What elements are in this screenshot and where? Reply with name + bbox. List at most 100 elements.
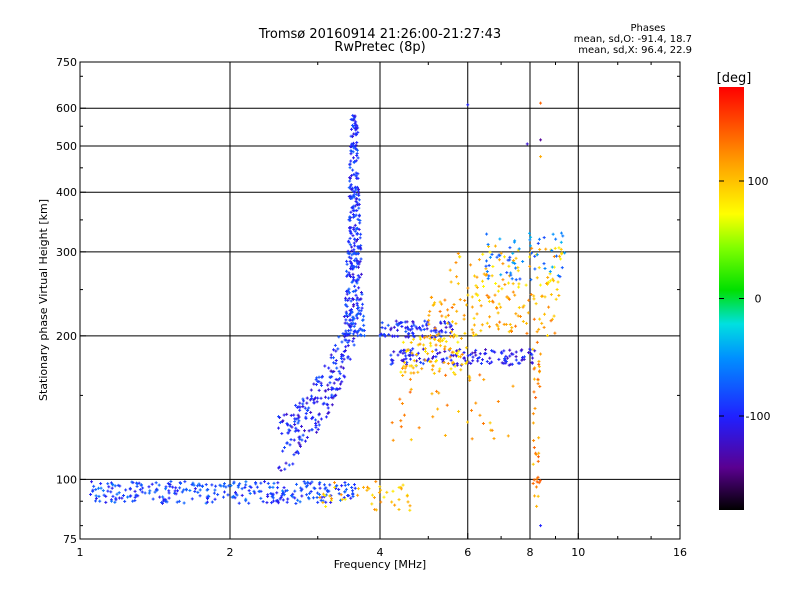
data-point bbox=[331, 375, 333, 379]
data-point bbox=[453, 371, 455, 375]
data-point bbox=[558, 293, 560, 297]
data-point bbox=[356, 209, 358, 213]
data-point bbox=[367, 485, 369, 489]
data-point bbox=[357, 487, 359, 491]
data-point bbox=[357, 330, 359, 334]
data-point bbox=[117, 483, 119, 487]
data-point bbox=[506, 295, 508, 299]
data-point bbox=[531, 361, 533, 365]
colorbar-tick-label: -100 bbox=[746, 410, 771, 423]
data-point bbox=[105, 494, 107, 498]
data-point bbox=[300, 486, 302, 490]
data-point bbox=[478, 356, 480, 360]
data-point bbox=[433, 371, 435, 375]
data-point bbox=[348, 329, 350, 333]
data-point bbox=[410, 353, 412, 357]
data-point bbox=[397, 353, 399, 357]
data-point bbox=[329, 375, 331, 379]
data-point bbox=[432, 355, 434, 359]
data-point bbox=[518, 285, 520, 289]
data-point bbox=[405, 354, 407, 358]
data-point bbox=[347, 298, 349, 302]
data-point bbox=[347, 249, 349, 253]
data-point bbox=[475, 292, 477, 296]
data-point bbox=[371, 502, 373, 506]
data-point bbox=[302, 397, 304, 401]
data-point bbox=[299, 437, 301, 441]
data-point bbox=[497, 289, 499, 293]
data-point bbox=[405, 330, 407, 334]
data-point bbox=[404, 351, 406, 355]
data-point bbox=[410, 387, 412, 391]
y-tick-label: 400 bbox=[56, 186, 77, 199]
data-point bbox=[311, 428, 313, 432]
data-point bbox=[485, 273, 487, 277]
data-point bbox=[236, 493, 238, 497]
data-point bbox=[403, 413, 405, 417]
data-point bbox=[505, 361, 507, 365]
data-point bbox=[420, 328, 422, 332]
data-point bbox=[413, 335, 415, 339]
data-point bbox=[399, 397, 401, 401]
data-point bbox=[107, 489, 109, 493]
data-point bbox=[401, 358, 403, 362]
data-point bbox=[358, 260, 360, 264]
data-point bbox=[95, 496, 97, 500]
data-point bbox=[430, 344, 432, 348]
data-point bbox=[327, 406, 329, 410]
data-point bbox=[446, 403, 448, 407]
data-point bbox=[349, 325, 351, 329]
data-point bbox=[536, 480, 538, 484]
data-point bbox=[422, 362, 424, 366]
data-point bbox=[358, 206, 360, 210]
data-point bbox=[450, 367, 452, 371]
data-point bbox=[494, 350, 496, 354]
data-point bbox=[134, 489, 136, 493]
data-point bbox=[316, 376, 318, 380]
data-point bbox=[537, 455, 539, 459]
data-point bbox=[418, 426, 420, 430]
data-point bbox=[390, 353, 392, 357]
data-point bbox=[378, 491, 380, 495]
data-point bbox=[471, 437, 473, 441]
data-point bbox=[346, 289, 348, 293]
data-point bbox=[353, 259, 355, 263]
data-point bbox=[470, 361, 472, 365]
data-point bbox=[353, 146, 355, 150]
data-point bbox=[474, 274, 476, 278]
data-point bbox=[362, 328, 364, 332]
data-point bbox=[137, 494, 139, 498]
data-point bbox=[393, 325, 395, 329]
data-point bbox=[352, 215, 354, 219]
data-point bbox=[409, 390, 411, 394]
data-point bbox=[415, 363, 417, 367]
data-point bbox=[366, 488, 368, 492]
data-point bbox=[538, 365, 540, 369]
data-point bbox=[343, 349, 345, 353]
data-point bbox=[124, 499, 126, 503]
data-point bbox=[110, 490, 112, 494]
data-point bbox=[349, 243, 351, 247]
data-point bbox=[448, 347, 450, 351]
data-point bbox=[298, 435, 300, 439]
data-point bbox=[539, 283, 541, 287]
data-point bbox=[444, 349, 446, 353]
data-point bbox=[533, 317, 535, 321]
data-point bbox=[349, 308, 351, 312]
data-point bbox=[447, 308, 449, 312]
data-point bbox=[431, 392, 433, 396]
data-point bbox=[409, 504, 411, 508]
data-point bbox=[496, 306, 498, 310]
data-point bbox=[512, 290, 514, 294]
data-point bbox=[353, 193, 355, 197]
data-point bbox=[349, 236, 351, 240]
data-point bbox=[517, 314, 519, 318]
data-point bbox=[504, 283, 506, 287]
data-point bbox=[515, 312, 517, 316]
data-point bbox=[533, 377, 535, 381]
data-point bbox=[168, 496, 170, 500]
data-point bbox=[317, 420, 319, 424]
data-point bbox=[537, 459, 539, 463]
data-point bbox=[303, 480, 305, 484]
